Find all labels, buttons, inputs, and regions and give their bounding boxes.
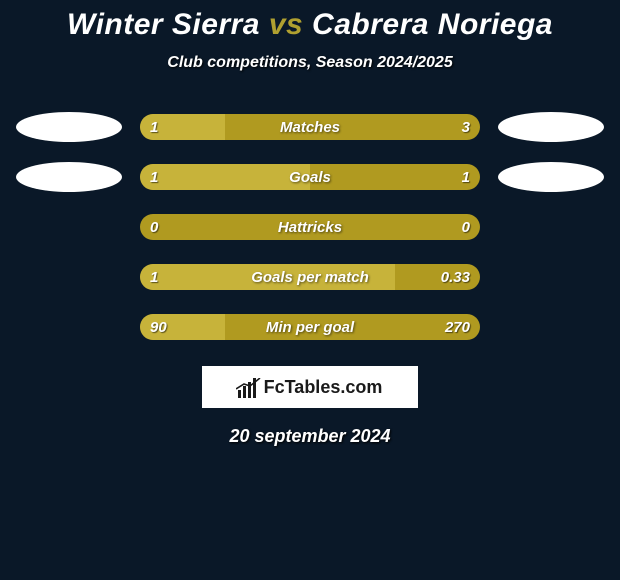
player2-marker xyxy=(498,112,604,142)
stat-row: 90270Min per goal xyxy=(0,312,620,342)
stat-row: 13Matches xyxy=(0,112,620,142)
player2-name: Cabrera Noriega xyxy=(312,8,553,41)
stat-row: 10.33Goals per match xyxy=(0,262,620,292)
stat-bar: 11Goals xyxy=(140,164,480,190)
spacer xyxy=(16,212,122,242)
spacer xyxy=(498,212,604,242)
brand-text: FcTables.com xyxy=(264,377,383,398)
spacer xyxy=(16,262,122,292)
page-title: Winter Sierra vs Cabrera Noriega xyxy=(0,8,620,42)
spacer xyxy=(16,312,122,342)
player1-marker xyxy=(16,162,122,192)
subtitle: Club competitions, Season 2024/2025 xyxy=(0,54,620,72)
stats-list: 13Matches 11Goals 00Hattricks 10.33Goals pe… xyxy=(0,112,620,342)
stat-label: Min per goal xyxy=(140,314,480,340)
date-text: 20 september 2024 xyxy=(0,426,620,447)
bar-chart-icon xyxy=(238,376,260,398)
vs-text: vs xyxy=(269,8,303,41)
stat-bar: 10.33Goals per match xyxy=(140,264,480,290)
stat-bar: 00Hattricks xyxy=(140,214,480,240)
stat-row: 11Goals xyxy=(0,162,620,192)
stat-label: Goals xyxy=(140,164,480,190)
spacer xyxy=(498,262,604,292)
spacer xyxy=(498,312,604,342)
brand-logo[interactable]: FcTables.com xyxy=(202,366,418,408)
comparison-card: Winter Sierra vs Cabrera Noriega Club co… xyxy=(0,0,620,447)
player1-marker xyxy=(16,112,122,142)
stat-row: 00Hattricks xyxy=(0,212,620,242)
stat-bar: 13Matches xyxy=(140,114,480,140)
stat-label: Goals per match xyxy=(140,264,480,290)
stat-bar: 90270Min per goal xyxy=(140,314,480,340)
player2-marker xyxy=(498,162,604,192)
stat-label: Hattricks xyxy=(140,214,480,240)
player1-name: Winter Sierra xyxy=(67,8,260,41)
stat-label: Matches xyxy=(140,114,480,140)
